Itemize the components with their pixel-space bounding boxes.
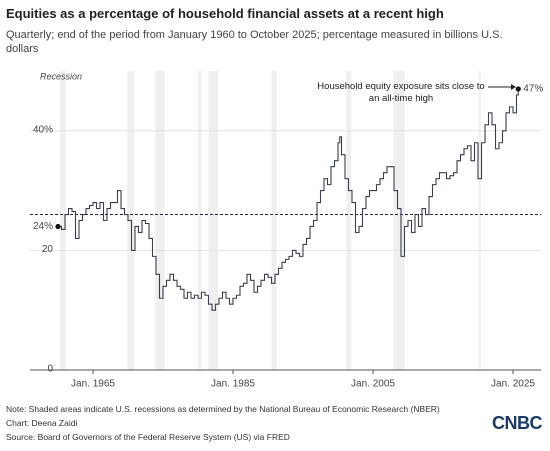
credit: Chart: Deena Zaidi (6, 418, 78, 428)
x-tick-label: Jan. 1985 (211, 379, 255, 390)
recession-band (393, 71, 405, 370)
y-tick-label: 20 (42, 244, 54, 255)
recession-band (346, 71, 352, 370)
y-tick-label: 0 (47, 364, 53, 375)
note: Note: Shaded areas indicate U.S. recessi… (6, 404, 440, 414)
x-tick-label: Jan. 2025 (491, 379, 535, 390)
chart-subtitle: Quarterly; end of the period from Januar… (6, 29, 503, 55)
y-tick-label: 40% (33, 124, 53, 135)
end-point (515, 86, 521, 92)
recession-band (60, 71, 66, 370)
start-label: 24% (33, 221, 53, 232)
recession-band (271, 71, 277, 370)
recession-band (208, 71, 219, 370)
end-label: 47% (523, 84, 543, 95)
annotation: Household equity exposure sits close to … (317, 81, 485, 104)
logo: CNBC (492, 413, 543, 433)
recession-band (155, 71, 165, 370)
x-tick-label: Jan. 2005 (351, 379, 395, 390)
x-tick-label: Jan. 1965 (71, 379, 115, 390)
recession-label: Recession (40, 71, 82, 81)
data-line (58, 88, 519, 311)
source: Source: Board of Governors of the Federa… (6, 432, 290, 442)
start-point (55, 223, 61, 230)
annotation-arrowhead (511, 84, 516, 90)
chart-title: Equities as a percentage of household fi… (6, 6, 444, 21)
recession-band (198, 71, 202, 370)
recession-band (478, 71, 481, 370)
